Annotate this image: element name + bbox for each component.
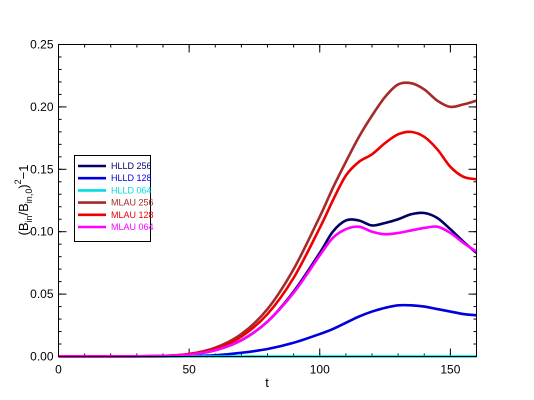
legend-label: MLAU 128 xyxy=(111,210,154,220)
legend: HLLD 256 HLLD 128 HLLD 064 MLAU 256 MLAU 128… xyxy=(74,155,154,242)
x-tick-label: 50 xyxy=(182,363,196,377)
x-tick-label: 150 xyxy=(440,363,460,377)
y-axis-title-sub2: in,0 xyxy=(24,189,34,204)
legend-label: HLLD 128 xyxy=(111,173,152,183)
y-tick-label: 0.20 xyxy=(30,100,54,114)
y-axis-title: (Bin/Bin,0)2−1 xyxy=(13,164,34,235)
x-tick-label: 100 xyxy=(310,363,330,377)
legend-label: MLAU 256 xyxy=(111,198,154,208)
legend-label: HLLD 064 xyxy=(111,185,152,195)
plot-frame xyxy=(58,44,477,357)
series-line-mlau-064 xyxy=(58,225,478,358)
y-tick-label: 0.05 xyxy=(30,287,54,301)
x-tick-label: 0 xyxy=(55,363,62,377)
y-tick-label: 0.25 xyxy=(30,38,54,52)
y-tick-label: 0.00 xyxy=(30,350,54,364)
y-axis-title-close: ) xyxy=(16,184,31,188)
y-tick-label: 0.10 xyxy=(30,225,54,239)
legend-label: MLAU 064 xyxy=(111,222,154,232)
y-axis-title-sup: 2 xyxy=(13,179,23,184)
x-axis-title: t xyxy=(265,375,269,390)
y-axis-title-tail: −1 xyxy=(16,164,31,179)
y-tick-label: 0.15 xyxy=(30,162,54,176)
y-axis-title-mid: /B xyxy=(16,203,31,215)
legend-label: HLLD 256 xyxy=(111,161,152,171)
y-axis-title-base: (B xyxy=(16,223,31,236)
y-axis-title-sub1: in xyxy=(24,215,34,222)
